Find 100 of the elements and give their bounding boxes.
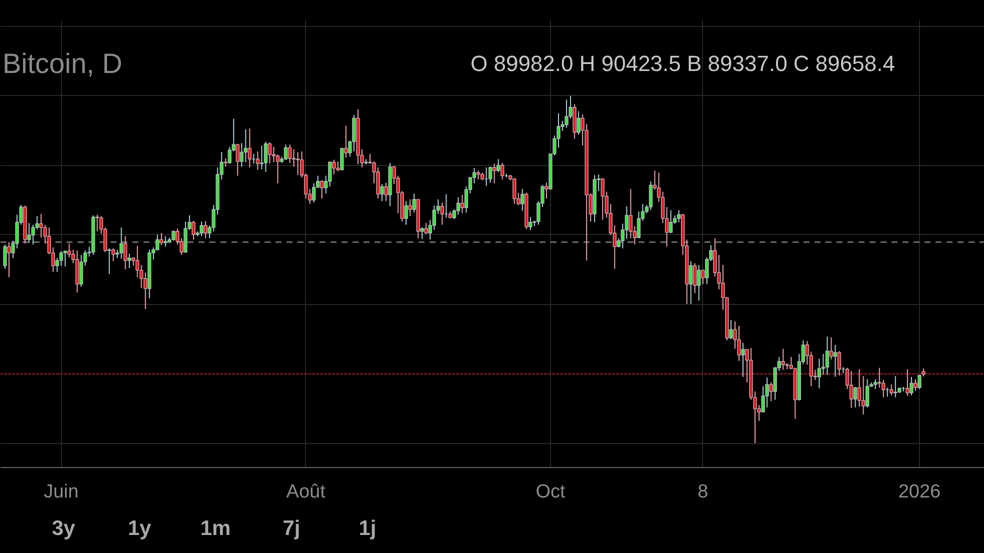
candlestick <box>697 264 701 302</box>
candlestick <box>837 350 842 376</box>
chart-title: Bitcoin, D <box>2 48 122 79</box>
candlestick <box>460 194 464 214</box>
candlestick <box>857 368 862 408</box>
candlestick <box>248 128 252 168</box>
candlestick <box>288 144 292 164</box>
candlestick <box>520 188 524 212</box>
candlestick <box>59 250 64 266</box>
candlestick <box>119 227 124 260</box>
candlestick <box>849 370 854 409</box>
candlestick <box>918 374 922 390</box>
candlestick <box>817 358 822 389</box>
candlestick <box>7 242 11 278</box>
candlestick <box>825 336 830 376</box>
x-tick-label: Août <box>286 482 326 502</box>
candlestick <box>284 144 288 160</box>
candlestick <box>380 184 384 202</box>
candlestick <box>528 216 532 230</box>
candlestick <box>336 161 340 172</box>
text: 1m <box>200 517 231 540</box>
candlestick <box>172 230 176 242</box>
candlestick <box>853 386 858 408</box>
candlestick <box>260 145 264 170</box>
candlestick <box>693 262 697 294</box>
candlestick <box>741 342 745 378</box>
candlestick <box>332 159 336 175</box>
candlestick <box>200 221 204 237</box>
candlestick <box>512 178 516 204</box>
candlestick <box>544 182 548 200</box>
candlestick <box>729 319 733 340</box>
candlestick <box>424 222 428 234</box>
text: 3y <box>52 517 76 540</box>
candlestick <box>894 376 898 398</box>
x-tick-label: Oct <box>536 482 566 502</box>
candlestick <box>600 178 604 220</box>
candlestick <box>27 222 31 244</box>
candlestick <box>564 99 568 128</box>
candlestick <box>496 158 500 172</box>
candlestick <box>668 210 673 234</box>
text: 1j <box>358 517 376 540</box>
candlestick <box>164 236 168 248</box>
candlestick <box>384 182 388 202</box>
candlestick <box>107 248 112 275</box>
candlestick <box>123 236 128 270</box>
candlestick <box>192 220 196 240</box>
candlestick <box>769 382 773 402</box>
candlestick <box>420 227 424 240</box>
candlestick <box>204 220 208 239</box>
candlestick <box>79 254 84 288</box>
candlestick <box>648 180 653 211</box>
candlestick <box>781 348 785 370</box>
candlestick <box>500 162 504 180</box>
candlestick <box>63 250 68 267</box>
candlestick <box>576 110 580 136</box>
candlestick <box>624 206 629 240</box>
candlestick <box>866 378 870 408</box>
candlestick <box>914 378 918 392</box>
candlestick <box>111 248 116 262</box>
candlestick <box>276 154 280 184</box>
candlestick <box>878 367 882 388</box>
candlestick <box>296 152 300 176</box>
candlestick <box>236 143 240 176</box>
candlestick <box>412 192 416 214</box>
chart-subtitle: O 89982.0 H 90423.5 B 89337.0 C 89658.4 <box>470 51 895 76</box>
candlestick <box>906 368 910 396</box>
candlestick <box>492 163 496 184</box>
candlestick <box>256 150 260 170</box>
candlestick <box>476 170 480 180</box>
candlestick <box>312 182 316 203</box>
x-tick-label: Juin <box>44 482 79 502</box>
candlestick <box>268 142 272 164</box>
candlestick <box>676 210 681 223</box>
text: 1y <box>128 517 152 540</box>
candlestick <box>910 376 914 396</box>
candlestick <box>488 166 492 184</box>
candlestick <box>833 344 838 378</box>
candlestick <box>320 180 324 200</box>
candlestick <box>456 196 460 216</box>
candlestick <box>874 378 878 390</box>
candlestick <box>272 146 276 163</box>
candlestick <box>292 148 296 168</box>
candlestick <box>701 269 705 285</box>
candlestick <box>244 128 248 163</box>
candlestick <box>829 336 834 360</box>
candlestick <box>344 125 348 158</box>
candlestick <box>440 202 444 226</box>
candlestick <box>408 198 412 217</box>
candlestick <box>95 214 100 232</box>
candlestick <box>890 384 894 396</box>
text: 7j <box>282 517 300 540</box>
candlestick <box>136 245 140 278</box>
candlestick <box>264 141 268 172</box>
x-tick-label: 8 <box>698 482 708 502</box>
candlestick <box>404 200 408 226</box>
candlestick <box>3 244 7 270</box>
x-tick-label: 2026 <box>898 482 941 502</box>
candlestick <box>128 253 132 269</box>
candlestick <box>689 260 693 304</box>
candlestick <box>340 148 344 170</box>
